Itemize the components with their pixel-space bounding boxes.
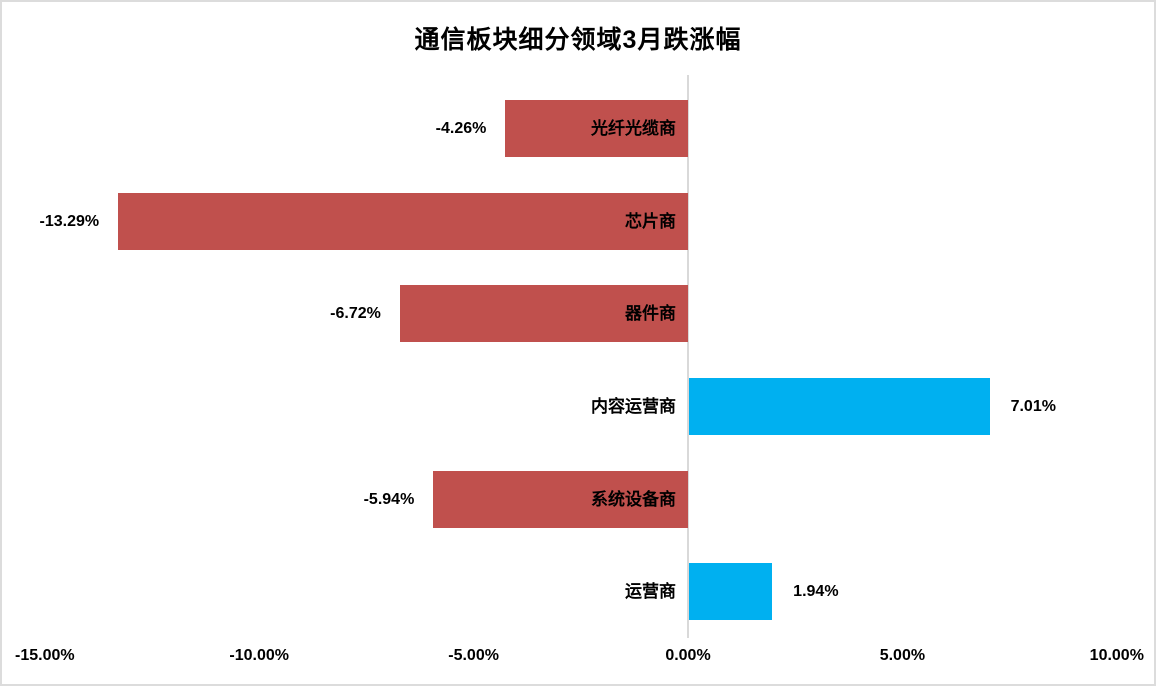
x-tick-label: -10.00% xyxy=(229,647,289,664)
category-label: 运营商 xyxy=(625,582,676,602)
category-label: 光纤光缆商 xyxy=(591,118,676,138)
x-tick-label: -5.00% xyxy=(448,647,499,664)
zero-axis-line xyxy=(687,75,689,638)
x-tick-label: -15.00% xyxy=(15,647,75,664)
category-label: 芯片商 xyxy=(625,211,676,231)
chart-title: 通信板块细分领域3月跌涨幅 xyxy=(414,26,742,54)
value-label: -5.94% xyxy=(363,490,415,508)
value-label: 7.01% xyxy=(1010,397,1056,415)
value-label: 1.94% xyxy=(793,583,839,601)
bar-6 xyxy=(689,563,773,621)
value-label: -4.26% xyxy=(435,119,487,137)
bar-1 xyxy=(505,99,688,157)
x-tick-label: 5.00% xyxy=(879,647,926,664)
bar-3 xyxy=(399,285,688,343)
bar-2 xyxy=(118,192,688,250)
category-label: 系统设备商 xyxy=(591,489,676,509)
x-tick-label: 10.00% xyxy=(1089,647,1144,664)
bar-5 xyxy=(433,470,688,528)
bar-4 xyxy=(689,377,990,435)
category-label: 器件商 xyxy=(625,304,676,324)
value-label: -6.72% xyxy=(330,305,381,323)
value-label: -13.29% xyxy=(39,212,100,230)
x-tick-label: 0.00% xyxy=(665,647,711,664)
category-label: 内容运营商 xyxy=(591,396,676,416)
